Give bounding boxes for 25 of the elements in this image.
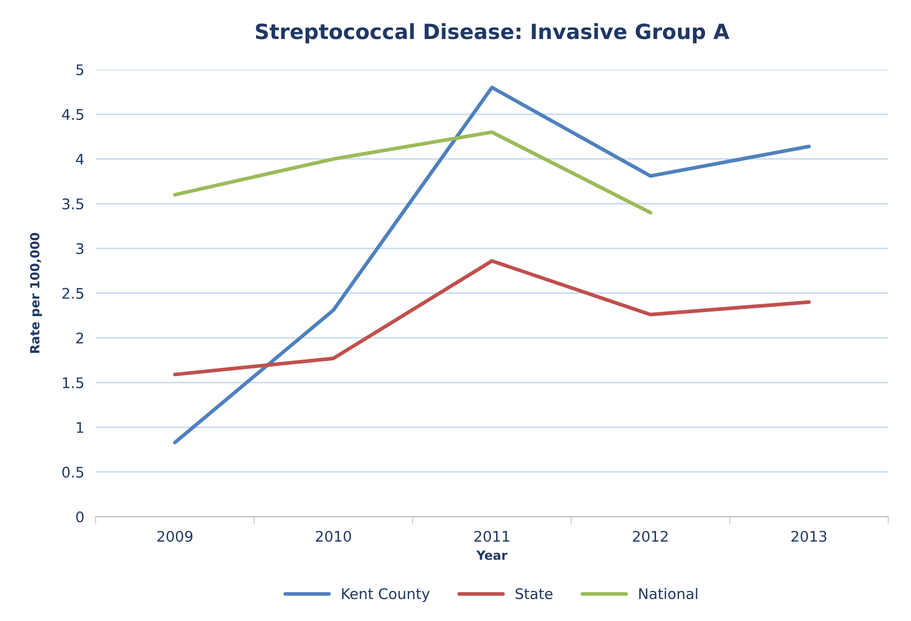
y-tick-label: 1.5 — [62, 377, 84, 388]
y-tick-label: 0 — [76, 511, 84, 522]
x-tick-label: 2010 — [316, 530, 352, 542]
x-tick-label: 2012 — [632, 530, 668, 542]
y-tick-label: 4 — [76, 154, 84, 165]
legend-label: National — [639, 588, 698, 600]
line-series — [173, 130, 652, 214]
x-tick-label: 2011 — [474, 530, 510, 542]
y-tick-label: 2 — [76, 332, 84, 344]
y-tick-label: 5 — [76, 64, 84, 76]
x-axis-title: Year — [476, 550, 508, 560]
legend-label: Kent County — [342, 588, 430, 602]
y-tick-label: 3 — [76, 243, 84, 254]
chart-title: Streptococcal Disease: Invasive Group A — [256, 23, 730, 44]
y-tick-label: 0.5 — [62, 466, 84, 478]
line-series — [173, 259, 811, 376]
y-tick-label: 4.5 — [62, 109, 84, 120]
y-tick-label: 2.5 — [62, 288, 84, 299]
y-axis-title: Rate per 100,000 — [30, 232, 42, 353]
legend-label: State — [516, 588, 552, 600]
line-series — [173, 86, 811, 444]
x-tick-label: 2013 — [791, 530, 826, 542]
y-tick-label: 1 — [76, 422, 84, 433]
x-tick-label: 2009 — [157, 530, 192, 542]
y-tick-label: 3.5 — [62, 198, 84, 210]
